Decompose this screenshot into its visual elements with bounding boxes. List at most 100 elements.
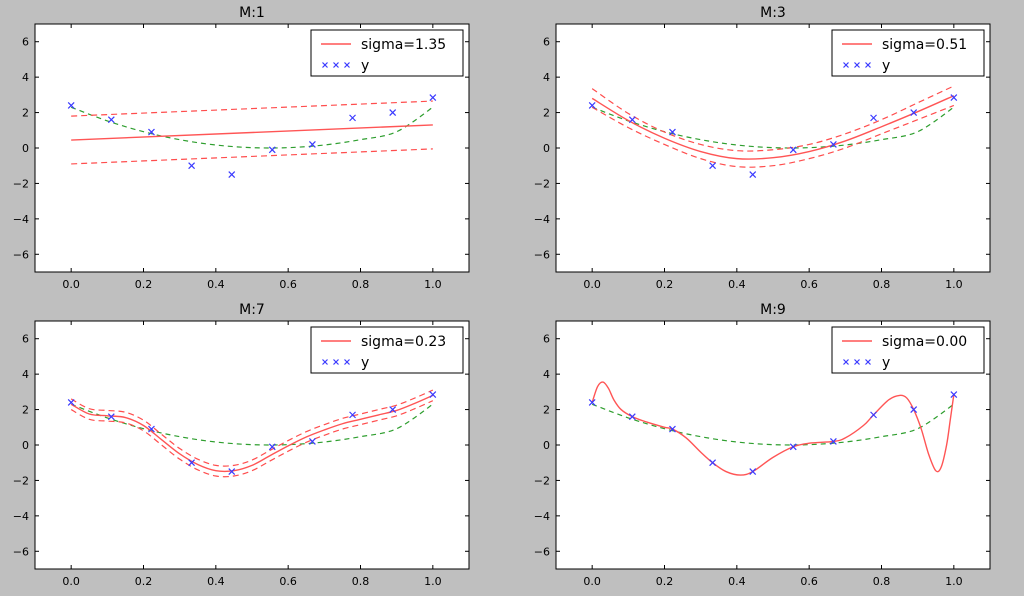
x-tick-label: 0.4 xyxy=(207,575,225,588)
fit-curve xyxy=(70,394,434,473)
x-tick-label: 0.2 xyxy=(656,575,674,588)
y-tick-label: −2 xyxy=(534,474,550,487)
true-curve xyxy=(591,106,955,149)
data-point xyxy=(188,459,196,467)
legend-points-label: y xyxy=(361,58,369,74)
legend-points-label: y xyxy=(361,355,369,371)
y-tick-label: 2 xyxy=(543,107,550,120)
data-point xyxy=(389,406,397,413)
legend-points-label: y xyxy=(882,58,890,74)
data-point xyxy=(228,468,236,475)
y-tick-label: 6 xyxy=(543,333,550,346)
legend-box xyxy=(310,29,464,77)
data-point xyxy=(910,109,918,116)
data-point xyxy=(789,146,797,154)
chart-title: M:7 xyxy=(239,302,265,318)
x-tick-label: 0.6 xyxy=(800,575,818,588)
x-tick-label: 1.0 xyxy=(945,575,963,588)
y-tick-label: −4 xyxy=(534,510,550,523)
subplot-m1: M:1 0.0 0.2 0.4 0.6 0.8 1.0 −6 −4 −2 0 2 4 6 sigma=1… xyxy=(13,5,470,291)
legend-box xyxy=(831,326,985,374)
data-point xyxy=(870,411,877,419)
x-tick-label: 0.2 xyxy=(135,278,153,291)
legend-fit-label: sigma=0.00 xyxy=(882,334,967,350)
legend-point-mark xyxy=(843,359,849,365)
y-tick-label: 6 xyxy=(22,36,29,49)
band-lower xyxy=(71,148,433,165)
data-point xyxy=(829,438,837,445)
y-tick-label: −4 xyxy=(534,213,550,226)
legend: sigma=0.51 y xyxy=(831,29,985,77)
x-tick-label: 1.0 xyxy=(424,278,442,291)
y-tick-label: 4 xyxy=(22,71,29,84)
data-point xyxy=(148,128,155,136)
band-upper xyxy=(591,85,955,152)
data-point xyxy=(588,399,596,406)
y-tick-label: 0 xyxy=(543,142,550,155)
legend: sigma=0.23 y xyxy=(310,326,464,374)
data-point xyxy=(709,162,717,170)
y-tick-label: 2 xyxy=(543,404,550,417)
fit-curve xyxy=(71,124,433,141)
data-point xyxy=(669,425,676,433)
legend-point-mark xyxy=(322,62,328,68)
x-tick-label: 0.8 xyxy=(873,575,891,588)
fit-curve xyxy=(591,381,955,476)
x-tick-label: 0.2 xyxy=(135,575,153,588)
data-point xyxy=(268,443,276,451)
legend-point-mark xyxy=(865,359,871,365)
axes-frame xyxy=(34,320,470,570)
y-tick-label: −6 xyxy=(13,248,29,261)
data-point xyxy=(950,391,958,398)
x-tick-label: 0.0 xyxy=(583,278,601,291)
x-tick-label: 0.4 xyxy=(207,278,225,291)
data-point xyxy=(188,162,196,170)
legend-point-mark xyxy=(322,359,328,365)
axes-frame xyxy=(555,320,991,570)
legend-fit-label: sigma=1.35 xyxy=(361,37,446,53)
y-tick-label: 6 xyxy=(543,36,550,49)
data-point xyxy=(789,443,797,451)
legend-point-mark xyxy=(333,62,339,68)
legend-points-label: y xyxy=(882,355,890,371)
y-tick-label: 2 xyxy=(22,107,29,120)
subplot-m9: M:9 0.0 0.2 0.4 0.6 0.8 1.0 −6 −4 −2 0 2 4 6 sigma=0… xyxy=(534,302,991,588)
legend-box xyxy=(831,29,985,77)
legend-points-swatch xyxy=(322,62,350,68)
legend-point-mark xyxy=(854,62,860,68)
data-point xyxy=(749,468,757,475)
x-tick-label: 0.2 xyxy=(656,278,674,291)
x-tick-label: 0.6 xyxy=(800,278,818,291)
data-point xyxy=(950,94,958,101)
legend-point-mark xyxy=(344,62,350,68)
true-curve xyxy=(591,403,955,446)
data-point xyxy=(308,438,316,445)
subplot-m3: M:3 0.0 0.2 0.4 0.6 0.8 1.0 −6 −4 −2 0 2 4 6 sigma=0… xyxy=(534,5,991,291)
x-tick-label: 0.0 xyxy=(62,278,80,291)
fit-curve xyxy=(591,95,955,160)
data-point xyxy=(349,411,356,419)
legend-points-swatch xyxy=(322,359,350,365)
y-tick-label: 4 xyxy=(543,71,550,84)
axes-frame xyxy=(34,23,470,273)
x-tick-label: 0.8 xyxy=(352,278,370,291)
data-point xyxy=(389,109,397,116)
x-tick-label: 0.8 xyxy=(873,278,891,291)
y-tick-label: 4 xyxy=(543,368,550,381)
x-tick-label: 0.4 xyxy=(728,278,746,291)
y-tick-label: 0 xyxy=(22,142,29,155)
data-point xyxy=(749,171,757,178)
x-tick-label: 0.4 xyxy=(728,575,746,588)
legend-points-swatch xyxy=(843,359,871,365)
data-point xyxy=(429,94,437,101)
data-point xyxy=(669,128,676,136)
data-point xyxy=(709,459,717,467)
data-point xyxy=(107,413,115,421)
y-tick-label: −2 xyxy=(534,177,550,190)
y-tick-label: −4 xyxy=(13,510,29,523)
legend-point-mark xyxy=(333,359,339,365)
subplot-m7: M:7 0.0 0.2 0.4 0.6 0.8 1.0 −6 −4 −2 0 2 4 6 sigma=0… xyxy=(13,302,470,588)
data-point xyxy=(268,146,276,154)
legend-box xyxy=(310,326,464,374)
y-tick-label: 4 xyxy=(22,368,29,381)
